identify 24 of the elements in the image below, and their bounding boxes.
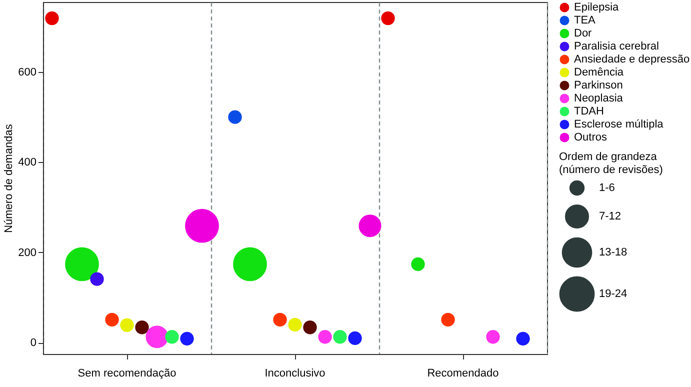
legend-label: 19-24 xyxy=(599,288,628,300)
legend-label: TDAH xyxy=(574,106,604,118)
legend-label: Parkinson xyxy=(574,80,623,92)
legend-label: Esclerose múltipla xyxy=(574,118,664,130)
legend-label: Paralisia cerebral xyxy=(574,40,659,52)
legend-label: TEA xyxy=(574,14,596,26)
legend-label: Demência xyxy=(574,66,624,78)
y-axis-title: Número de demandas xyxy=(3,124,16,233)
x-tick-label: Sem recomendação xyxy=(78,368,176,380)
legend-label: Epilepsia xyxy=(574,2,620,14)
legend-label: 1-6 xyxy=(599,182,615,194)
x-tick-label: Recomendado xyxy=(427,368,499,380)
legend-label: 7-12 xyxy=(599,210,622,222)
y-tick-label: 600 xyxy=(18,66,36,78)
legend-label: Neoplasia xyxy=(574,92,624,104)
legend-label: Outros xyxy=(574,132,608,144)
legend-label: Ansiedade e depressão xyxy=(574,54,690,66)
legend-label: 13-18 xyxy=(599,246,628,258)
y-tick-label: 0 xyxy=(30,337,36,350)
x-tick-label: Inconclusivo xyxy=(264,368,326,380)
legend-title: Ordem de grandeza (número de revisões) xyxy=(559,151,663,176)
y-tick-label: 200 xyxy=(18,246,36,259)
y-tick-label: 400 xyxy=(18,156,36,169)
legend-label: Dor xyxy=(574,28,592,40)
